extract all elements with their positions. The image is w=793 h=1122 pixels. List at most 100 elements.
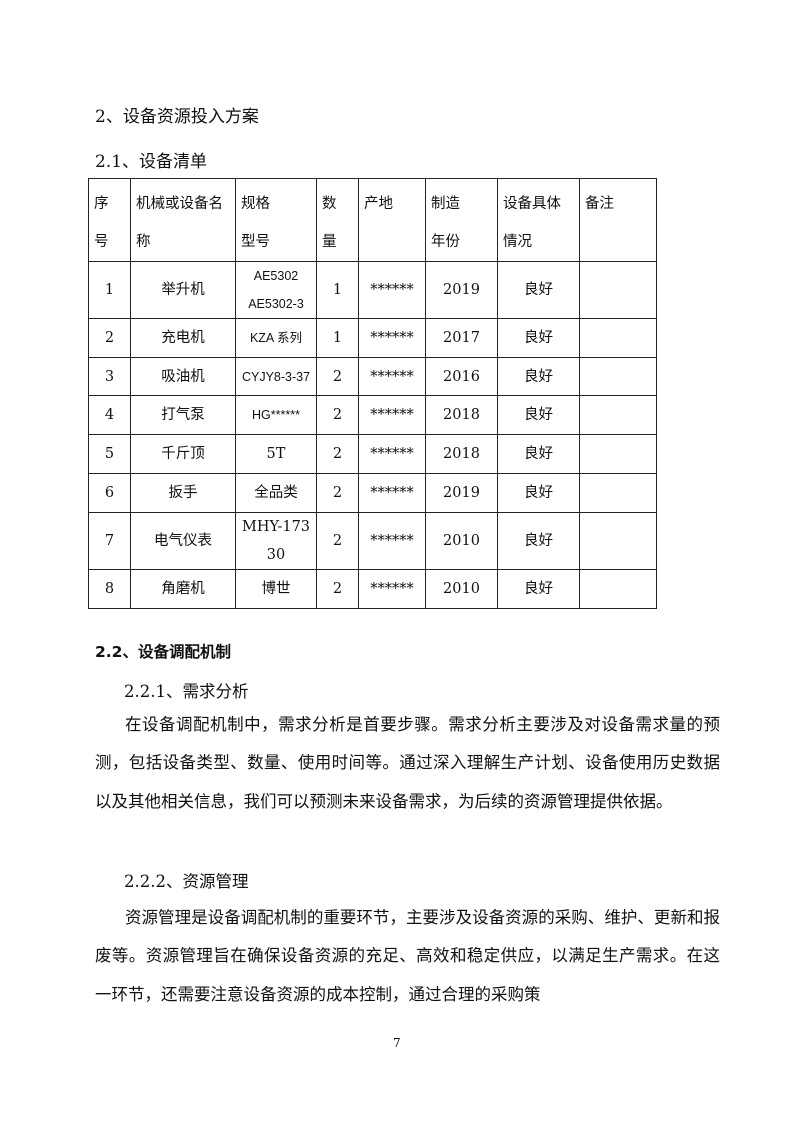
cell-name: 电气仪表 (130, 512, 236, 570)
model-line: HG****** (252, 408, 300, 422)
column-header-line: 备注 (585, 196, 614, 212)
table-header-row: 序号机械或设备名称规格 型号数量产地 制造 年份 设备具体 情况 备注 (88, 178, 657, 262)
cell-no: 1 (88, 261, 131, 319)
column-header-line (585, 223, 656, 261)
model-line: MHY-173 (241, 519, 311, 535)
cell-no: 2 (88, 318, 131, 358)
cell-year: 2010 (425, 512, 498, 570)
cell-qty: 2 (316, 434, 359, 474)
column-header-line: 量 (322, 234, 337, 250)
model-line: 5T (266, 446, 286, 462)
cell-year: 2016 (425, 357, 498, 396)
column-header-line: 设备具体 (503, 196, 561, 212)
cell-note (579, 473, 657, 513)
cell-name: 打气泵 (130, 395, 236, 435)
cell-condition: 良好 (497, 357, 580, 396)
cell-year: 2019 (425, 261, 498, 319)
cell-model: AE5302 AE5302-3 (235, 261, 317, 319)
cell-name: 扳手 (130, 473, 236, 513)
table-row: 3 吸油机 CYJY8-3-37 2 ****** 2016 良好 (88, 357, 657, 396)
cell-condition: 良好 (497, 434, 580, 474)
cell-model: KZA 系列 (235, 318, 317, 358)
cell-no: 3 (88, 357, 131, 396)
paragraph: 在设备调配机制中，需求分析是首要步骤。需求分析主要涉及对设备需求量的预测，包括设… (95, 715, 720, 811)
cell-origin: ****** (358, 512, 426, 570)
cell-condition: 良好 (497, 261, 580, 319)
cell-model: CYJY8-3-37 (235, 357, 317, 396)
table-row: 7 电气仪表 MHY-173 30 2 ****** 2010 良好 (88, 512, 657, 570)
cell-condition: 良好 (497, 569, 580, 609)
cell-note (579, 357, 657, 396)
cell-name: 充电机 (130, 318, 236, 358)
section-heading: 2、设备资源投入方案 (95, 107, 259, 127)
cell-model: 全品类 (235, 473, 317, 513)
cell-condition: 良好 (497, 473, 580, 513)
cell-origin: ****** (358, 318, 426, 358)
cell-origin: ****** (358, 395, 426, 435)
column-header: 制造 年份 (425, 178, 498, 262)
table-row: 4 打气泵 HG****** 2 ****** 2018 良好 (88, 395, 657, 435)
cell-qty: 2 (316, 357, 359, 396)
cell-year: 2018 (425, 395, 498, 435)
cell-model: HG****** (235, 395, 317, 435)
column-header: 设备具体 情况 (497, 178, 580, 262)
column-header: 机械或设备名称 (130, 178, 236, 262)
table-row: 2 充电机 KZA 系列 1 ****** 2017 良好 (88, 318, 657, 358)
cell-origin: ****** (358, 569, 426, 609)
cell-note (579, 261, 657, 319)
table-row: 1 举升机 AE5302 AE5302-3 1 ****** 2019 良好 (88, 261, 657, 319)
cell-note (579, 434, 657, 474)
model-line: CYJY8-3-37 (241, 369, 311, 384)
column-header: 备注 (579, 178, 657, 262)
column-header: 数量 (316, 178, 359, 262)
cell-condition: 良好 (497, 318, 580, 358)
model-line: 博世 (261, 581, 291, 597)
cell-name: 角磨机 (130, 569, 236, 609)
subsubsection-heading: 2.2.1、需求分析 (124, 682, 249, 701)
table-row: 5 千斤顶 5T 2 ****** 2018 良好 (88, 434, 657, 474)
subsection-heading: 2.1、设备清单 (95, 152, 208, 172)
cell-condition: 良好 (497, 512, 580, 570)
paragraph: 资源管理是设备调配机制的重要环节，主要涉及设备资源的采购、维护、更新和报废等。资… (95, 908, 720, 1004)
column-header-line: 规格 (241, 196, 270, 212)
cell-origin: ****** (358, 357, 426, 396)
column-header-line: 序 (94, 196, 109, 212)
column-header-line: 情况 (503, 234, 532, 250)
column-header-line: 产地 (364, 196, 393, 212)
column-header-line: 制造 (431, 196, 460, 212)
subsection-heading: 2.2、设备调配机制 (95, 643, 231, 661)
model-line: 全品类 (254, 485, 298, 501)
cell-qty: 2 (316, 395, 359, 435)
cell-note (579, 512, 657, 570)
page-number: 7 (393, 1036, 401, 1050)
model-line: 30 (266, 547, 286, 563)
equipment-table: 序号机械或设备名称规格 型号数量产地 制造 年份 设备具体 情况 备注 1 举升机 AE5302… (88, 178, 657, 609)
cell-year: 2017 (425, 318, 498, 358)
cell-year: 2019 (425, 473, 498, 513)
column-header-line: 号 (94, 234, 109, 250)
column-header: 产地 (358, 178, 426, 262)
model-line: AE5302 (253, 269, 299, 283)
table-row: 8 角磨机 博世 2 ****** 2010 良好 (88, 569, 657, 609)
column-header-line: 称 (136, 234, 151, 250)
column-header: 规格 型号 (235, 178, 317, 262)
cell-model: 博世 (235, 569, 317, 609)
cell-model: MHY-173 30 (235, 512, 317, 570)
cell-name: 举升机 (130, 261, 236, 319)
cell-origin: ****** (358, 473, 426, 513)
column-header-line (364, 223, 425, 261)
cell-qty: 2 (316, 512, 359, 570)
cell-qty: 2 (316, 569, 359, 609)
column-header-line: 型号 (241, 234, 270, 250)
cell-condition: 良好 (497, 395, 580, 435)
column-header-line: 数 (322, 196, 337, 212)
subsubsection-heading: 2.2.2、资源管理 (124, 872, 249, 891)
cell-no: 7 (88, 512, 131, 570)
cell-note (579, 318, 657, 358)
model-line: KZA 系列 (249, 331, 303, 345)
cell-year: 2010 (425, 569, 498, 609)
table-row: 6 扳手 全品类 2 ****** 2019 良好 (88, 473, 657, 513)
cell-note (579, 569, 657, 609)
cell-origin: ****** (358, 434, 426, 474)
cell-year: 2018 (425, 434, 498, 474)
